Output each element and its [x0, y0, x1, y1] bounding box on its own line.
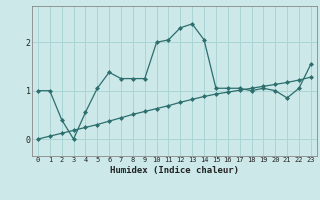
X-axis label: Humidex (Indice chaleur): Humidex (Indice chaleur)	[110, 166, 239, 175]
